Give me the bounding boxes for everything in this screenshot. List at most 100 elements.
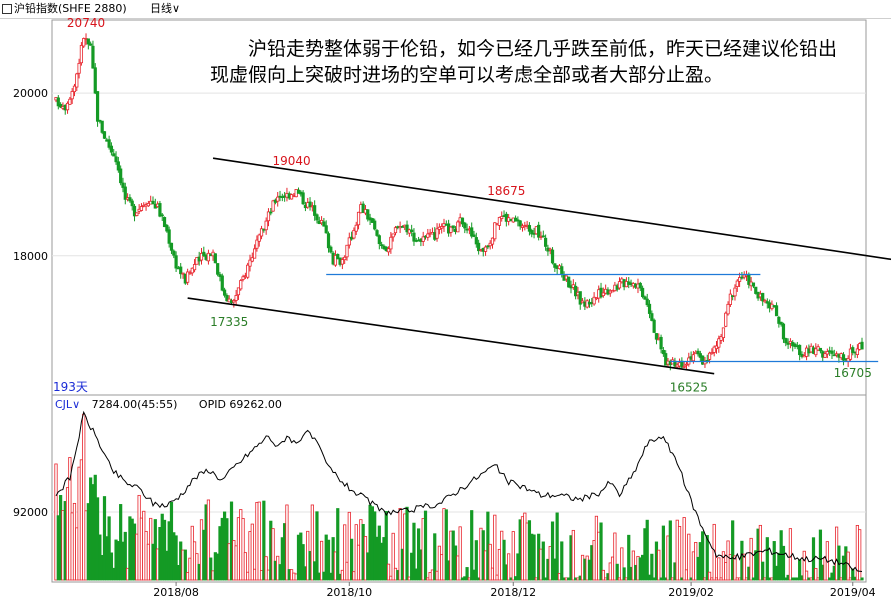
candle-down (460, 217, 465, 225)
volume-bar (488, 543, 492, 581)
candle-down (578, 291, 582, 305)
candle-down (567, 276, 571, 288)
candle-up (239, 280, 243, 290)
opi-readout: OPID 69262.00 (199, 398, 282, 412)
volume-bar (772, 541, 776, 581)
volume-bar (627, 534, 631, 581)
candle-up (592, 296, 596, 305)
volume-bar (851, 568, 855, 581)
volume-bar (315, 511, 319, 581)
candle-down (765, 301, 769, 304)
volume-bar (550, 521, 555, 581)
candle-down (322, 221, 326, 227)
candle-down (169, 242, 174, 251)
volume-bar (123, 531, 127, 581)
candle-up (500, 216, 504, 219)
candle-down (165, 224, 169, 232)
candle-down (128, 197, 132, 202)
candle-up (724, 312, 728, 327)
candle-up (232, 300, 236, 303)
candle-up (276, 196, 280, 202)
candle-down (761, 292, 765, 302)
volume-bar (615, 563, 619, 581)
candle-up (234, 295, 238, 301)
volume-bar (264, 556, 268, 581)
candle-up (356, 211, 361, 226)
candle-down (89, 43, 93, 46)
candle-down (380, 244, 384, 247)
volume-bar (423, 510, 428, 581)
instrument-title: 沪铅指数(SHFE 2880) (14, 2, 127, 15)
commentary-text: 沪铅走势整体弱于伦铅，如今已经几乎跌至前低，昨天已经建议伦铅出现虚假向上突破时进… (210, 38, 838, 86)
volume-bar (250, 523, 254, 581)
candle-up (426, 233, 430, 238)
high-label: 19040 (272, 154, 310, 168)
candle-down (860, 341, 864, 350)
opi-label: OPID (198, 398, 226, 411)
candle-up (710, 352, 714, 355)
y-tick-label: 18000 (13, 250, 48, 263)
volume-bar (802, 550, 806, 581)
candle-up (707, 352, 712, 360)
candle-down (225, 295, 229, 302)
candle-down (643, 296, 647, 300)
candle-up (737, 277, 742, 282)
candle-up (340, 259, 344, 265)
candle-down (222, 289, 227, 296)
candle-down (698, 353, 702, 358)
candle-up (248, 259, 252, 267)
candle-up (682, 365, 686, 368)
volume-bar (804, 570, 809, 581)
volume-bar (243, 552, 247, 581)
candle-down (93, 67, 97, 94)
volume-bar (174, 535, 178, 581)
open-interest-line (55, 410, 863, 572)
days-count: 193天 (53, 380, 88, 394)
candle-down (818, 347, 823, 352)
candle-down (158, 203, 162, 217)
candle-down (213, 253, 217, 264)
candle-up (68, 98, 72, 105)
candle-up (79, 45, 84, 64)
window-checkbox[interactable] (2, 4, 12, 14)
volume-bar (657, 549, 661, 581)
candle-up (691, 354, 696, 362)
volume-bar (677, 526, 682, 581)
grid-lines (52, 92, 866, 513)
trend-lines (187, 157, 891, 375)
volume-bar (386, 563, 391, 581)
trend-line (187, 297, 715, 375)
axis-labels: 20000 18000 92000 2018/08 2018/10 2018/12 2019… (13, 87, 876, 599)
candle-up (848, 348, 853, 360)
candle-up (456, 221, 460, 233)
candle-up (493, 222, 497, 240)
volume-bar (507, 553, 511, 581)
volume-bar (717, 557, 721, 581)
candle-down (550, 249, 555, 264)
volume-bar (502, 539, 506, 581)
volume-bar (733, 555, 737, 581)
candle-up (814, 348, 818, 356)
candle-up (75, 73, 79, 88)
indicator-selector[interactable]: CJL∨ (55, 398, 80, 412)
candle-down (202, 251, 206, 256)
volume-bar (336, 508, 340, 581)
period-selector[interactable]: 日线∨ (150, 0, 180, 18)
candle-down (537, 224, 541, 238)
candle-down (851, 347, 855, 353)
candle-up (345, 244, 349, 258)
candle-up (352, 229, 356, 239)
volume-bar (705, 535, 709, 581)
x-tick-label: 2019/02 (668, 586, 714, 599)
candle-down (472, 234, 476, 237)
candle-down (102, 131, 107, 139)
volume-bar (319, 540, 324, 581)
candle-down (541, 235, 545, 238)
candle-up (206, 252, 211, 262)
candle-up (255, 239, 259, 249)
candle-up (190, 267, 194, 274)
candlesticks (54, 33, 864, 371)
volume-bar (560, 541, 564, 581)
candle-up (421, 236, 425, 242)
